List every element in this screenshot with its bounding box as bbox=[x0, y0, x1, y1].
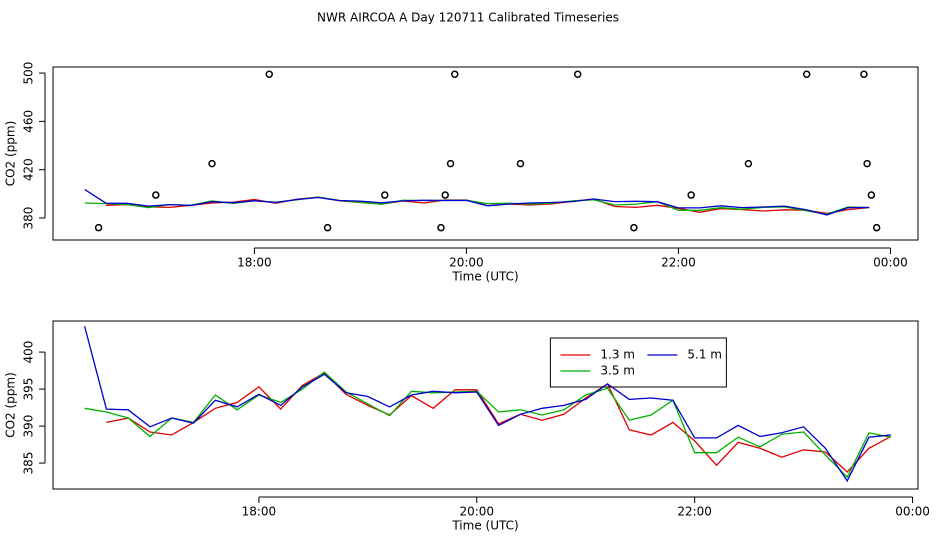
data-line bbox=[106, 371, 892, 473]
marker bbox=[451, 70, 459, 78]
marker bbox=[687, 191, 695, 199]
y-tick-label: 380 bbox=[22, 207, 36, 230]
data-line bbox=[84, 371, 891, 479]
x-tick-label: 22:00 bbox=[661, 256, 696, 270]
x-tick-label: 18:00 bbox=[237, 256, 272, 270]
y-axis-label: CO2 (ppm) bbox=[4, 121, 18, 187]
data-line bbox=[84, 189, 870, 216]
legend-box bbox=[549, 337, 727, 388]
plot-frame bbox=[52, 320, 919, 490]
marker bbox=[446, 159, 455, 168]
y-tick-label: 500 bbox=[22, 62, 36, 85]
y-tick-label: 390 bbox=[22, 415, 36, 438]
x-tick-label: 00:00 bbox=[873, 256, 908, 270]
marker bbox=[516, 159, 525, 168]
data-line bbox=[83, 326, 891, 483]
marker bbox=[381, 191, 389, 199]
marker bbox=[208, 159, 216, 168]
marker bbox=[744, 159, 753, 168]
marker bbox=[94, 223, 103, 232]
x-tick-label: 00:00 bbox=[895, 505, 930, 519]
x-tick-label: 20:00 bbox=[459, 505, 494, 519]
x-axis-label: Time (UTC) bbox=[451, 519, 518, 533]
x-tick-label: 20:00 bbox=[449, 256, 484, 270]
marker bbox=[265, 70, 273, 78]
y-axis-label: CO2 (ppm) bbox=[4, 372, 18, 438]
legend-label: 1.3 m bbox=[600, 348, 635, 362]
legend-label: 5.1 m bbox=[687, 348, 722, 362]
marker bbox=[441, 191, 449, 199]
marker bbox=[872, 223, 881, 232]
y-tick-label: 395 bbox=[22, 378, 36, 401]
marker bbox=[867, 191, 876, 199]
marker bbox=[437, 223, 445, 232]
x-tick-label: 18:00 bbox=[242, 505, 277, 519]
plot-frame bbox=[52, 66, 919, 241]
y-tick-label: 400 bbox=[22, 341, 36, 364]
marker bbox=[152, 191, 160, 199]
marker bbox=[863, 159, 871, 168]
y-tick-label: 385 bbox=[22, 452, 36, 475]
marker bbox=[860, 70, 868, 78]
data-line bbox=[84, 196, 870, 215]
marker bbox=[630, 223, 638, 232]
x-axis-label: Time (UTC) bbox=[451, 270, 518, 284]
marker bbox=[323, 223, 332, 232]
marker bbox=[802, 70, 811, 78]
legend-label: 3.5 m bbox=[600, 364, 635, 378]
marker bbox=[573, 70, 582, 78]
x-tick-label: 22:00 bbox=[677, 505, 712, 519]
chart-title: NWR AIRCOA A Day 120711 Calibrated Times… bbox=[317, 11, 619, 25]
y-tick-label: 460 bbox=[22, 110, 36, 133]
y-tick-label: 420 bbox=[22, 158, 36, 181]
